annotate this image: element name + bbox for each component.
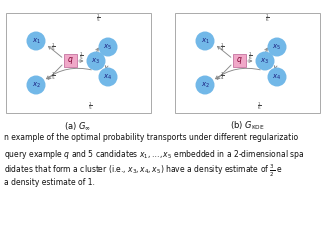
- Text: $x_3$: $x_3$: [92, 56, 100, 66]
- Circle shape: [98, 68, 117, 86]
- Circle shape: [196, 75, 215, 95]
- FancyArrowPatch shape: [265, 48, 271, 68]
- Circle shape: [86, 51, 106, 71]
- FancyArrowPatch shape: [105, 65, 108, 69]
- FancyArrowPatch shape: [268, 54, 271, 58]
- Bar: [6, 13, 151, 113]
- Circle shape: [26, 75, 46, 95]
- Text: $x_1$: $x_1$: [32, 37, 40, 46]
- FancyArrowPatch shape: [248, 60, 252, 62]
- Text: $\frac{1}{6}$: $\frac{1}{6}$: [248, 50, 253, 62]
- Text: query example $q$ and 5 candidates $x_1, \ldots, x_5$ embedded in a 2-dimensiona: query example $q$ and 5 candidates $x_1,…: [4, 148, 304, 161]
- FancyArrowPatch shape: [48, 65, 62, 79]
- Text: $q$: $q$: [236, 56, 242, 66]
- Circle shape: [256, 51, 274, 71]
- FancyArrowPatch shape: [99, 54, 102, 58]
- Text: $x_2$: $x_2$: [32, 80, 40, 90]
- FancyArrowPatch shape: [47, 68, 91, 79]
- FancyArrowPatch shape: [215, 68, 260, 79]
- Text: $\frac{1}{5}$: $\frac{1}{5}$: [96, 12, 100, 24]
- Text: $\frac{1}{6}$: $\frac{1}{6}$: [257, 100, 261, 112]
- Circle shape: [196, 32, 215, 50]
- Text: $q$: $q$: [67, 56, 73, 66]
- Circle shape: [268, 37, 287, 57]
- Circle shape: [268, 68, 287, 86]
- Bar: [174, 13, 319, 113]
- Text: (b) $G_{\mathrm{KDE}}$: (b) $G_{\mathrm{KDE}}$: [230, 120, 264, 133]
- Text: $x_2$: $x_2$: [200, 80, 210, 90]
- Circle shape: [98, 37, 117, 57]
- Text: $x_3$: $x_3$: [260, 56, 270, 66]
- Text: n example of the optimal probability transports under different regularizatio: n example of the optimal probability tra…: [4, 133, 298, 142]
- FancyArrowPatch shape: [79, 60, 83, 62]
- FancyBboxPatch shape: [232, 54, 245, 68]
- Text: $x_4$: $x_4$: [273, 73, 282, 82]
- Text: $\frac{1}{5}$: $\frac{1}{5}$: [88, 100, 92, 112]
- Text: $x_5$: $x_5$: [103, 42, 112, 52]
- Text: $x_4$: $x_4$: [103, 73, 112, 82]
- Text: (a) $G_{\infty}$: (a) $G_{\infty}$: [65, 120, 92, 132]
- FancyArrowPatch shape: [274, 65, 277, 69]
- Text: a density estimate of 1.: a density estimate of 1.: [4, 178, 95, 187]
- Text: $x_5$: $x_5$: [273, 42, 282, 52]
- Text: $\frac{1}{5}$: $\frac{1}{5}$: [52, 42, 56, 53]
- Text: $\frac{1}{6}$: $\frac{1}{6}$: [265, 12, 269, 24]
- Text: $x_1$: $x_1$: [200, 37, 210, 46]
- FancyArrowPatch shape: [217, 46, 231, 57]
- Text: $\frac{1}{5}$: $\frac{1}{5}$: [52, 71, 56, 82]
- FancyArrowPatch shape: [217, 65, 231, 79]
- Text: $\frac{1}{4}$: $\frac{1}{4}$: [220, 42, 225, 53]
- FancyBboxPatch shape: [64, 54, 77, 68]
- Text: $\frac{1}{5}$: $\frac{1}{5}$: [79, 50, 83, 62]
- FancyArrowPatch shape: [96, 48, 102, 68]
- Text: didates that form a cluster (i.e., $x_3, x_4, x_5$) have a density estimate of $: didates that form a cluster (i.e., $x_3,…: [4, 163, 283, 179]
- Circle shape: [26, 32, 46, 50]
- FancyArrowPatch shape: [49, 46, 62, 57]
- Text: $\frac{1}{4}$: $\frac{1}{4}$: [220, 71, 225, 82]
